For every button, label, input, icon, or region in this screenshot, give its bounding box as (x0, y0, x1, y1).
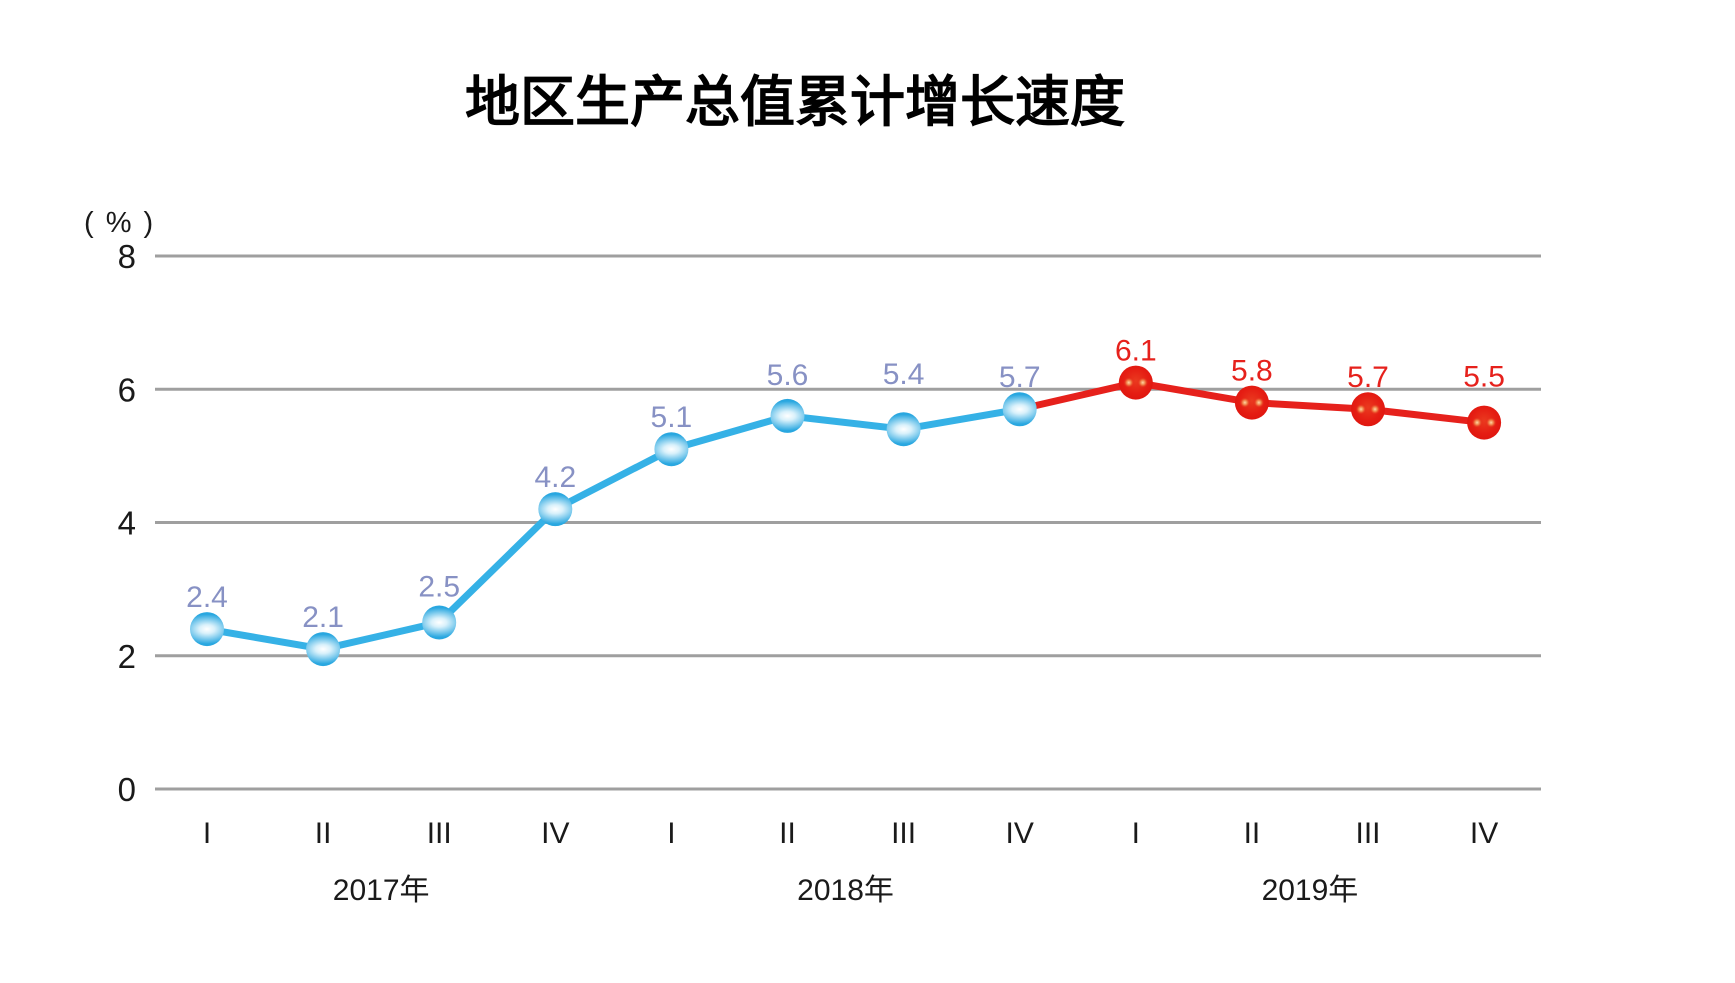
data-value-label-2017-IV: 4.2 (534, 461, 576, 494)
y-tick-label-2: 2 (118, 638, 136, 675)
y-tick-label-0: 0 (118, 771, 136, 808)
data-value-label-2017-II: 2.1 (302, 601, 344, 634)
x-tick-label-2018-I: I (667, 817, 675, 850)
x-tick-label-2018-III: III (891, 817, 916, 850)
x-tick-label-2019-I: I (1132, 817, 1140, 850)
data-value-label-2019-I: 6.1 (1115, 335, 1157, 368)
x-tick-label-2019-III: III (1355, 817, 1380, 850)
data-point-2019-II (1234, 385, 1269, 420)
data-point-2019-II-highlight-right (1253, 397, 1265, 409)
data-value-label-2019-II: 5.8 (1231, 355, 1273, 388)
year-label-2018: 2018年 (797, 874, 894, 907)
x-tick-label-2017-III: III (427, 817, 452, 850)
data-point-2017-II (306, 632, 341, 667)
x-tick-label-2019-II: II (1244, 817, 1261, 850)
x-tick-label-2018-II: II (779, 817, 796, 850)
data-point-2019-III-highlight-left (1355, 403, 1367, 415)
data-point-2019-IV (1467, 405, 1502, 440)
series-layer (190, 365, 1502, 667)
series-line-blue-segment-2017-2018 (203, 405, 1024, 653)
y-tick-label-8: 8 (118, 238, 136, 275)
data-point-2019-III (1351, 392, 1385, 427)
data-point-2019-IV-highlight-left (1471, 417, 1483, 429)
x-tick-label-2017-I: I (203, 817, 211, 850)
data-point-2019-III-highlight-right (1369, 403, 1381, 415)
data-value-label-2017-I: 2.4 (186, 581, 228, 614)
chart-title: 地区生产总值累计增长速度 (465, 69, 1125, 134)
data-value-label-2019-IV: 5.5 (1463, 361, 1505, 394)
data-point-2018-I (654, 432, 689, 467)
data-point-2019-II-highlight-left (1239, 397, 1251, 409)
data-point-2017-I (190, 612, 224, 647)
y-axis-unit-label: ( % ) (84, 207, 155, 239)
y-tick-label-6: 6 (118, 371, 136, 408)
data-value-label-2018-III: 5.4 (883, 358, 925, 391)
x-tick-label-2017-II: II (315, 817, 332, 850)
data-value-label-2018-IV: 5.7 (999, 361, 1041, 394)
data-point-2019-I-highlight-right (1137, 377, 1149, 389)
grid-layer (155, 254, 1541, 791)
data-value-label-2019-III: 5.7 (1347, 361, 1389, 394)
data-point-2019-I (1118, 365, 1153, 400)
data-point-2017-IV (538, 492, 573, 527)
data-point-2018-III (886, 412, 921, 447)
data-point-2017-III (422, 605, 457, 640)
data-value-label-2018-I: 5.1 (651, 401, 693, 434)
data-value-label-2017-III: 2.5 (418, 570, 460, 603)
data-point-2019-IV-highlight-right (1485, 417, 1497, 429)
year-label-2017: 2017年 (333, 874, 430, 907)
data-value-label-2018-II: 5.6 (767, 359, 809, 392)
data-point-2018-II (770, 398, 805, 433)
data-point-2018-IV (1002, 392, 1037, 427)
x-tick-label-2019-IV: IV (1470, 817, 1498, 850)
y-tick-label-4: 4 (118, 505, 136, 542)
data-point-2019-I-highlight-left (1123, 377, 1135, 389)
x-tick-label-2018-IV: IV (1006, 817, 1034, 850)
year-label-2019: 2019年 (1262, 874, 1359, 907)
x-tick-label-2017-IV: IV (541, 817, 569, 850)
data-label-layer: 2.4 2.1 2.5 4.2 5.1 5.6 5.4 5.7 6.1 5.8 5.7 5.5 (186, 335, 1505, 635)
